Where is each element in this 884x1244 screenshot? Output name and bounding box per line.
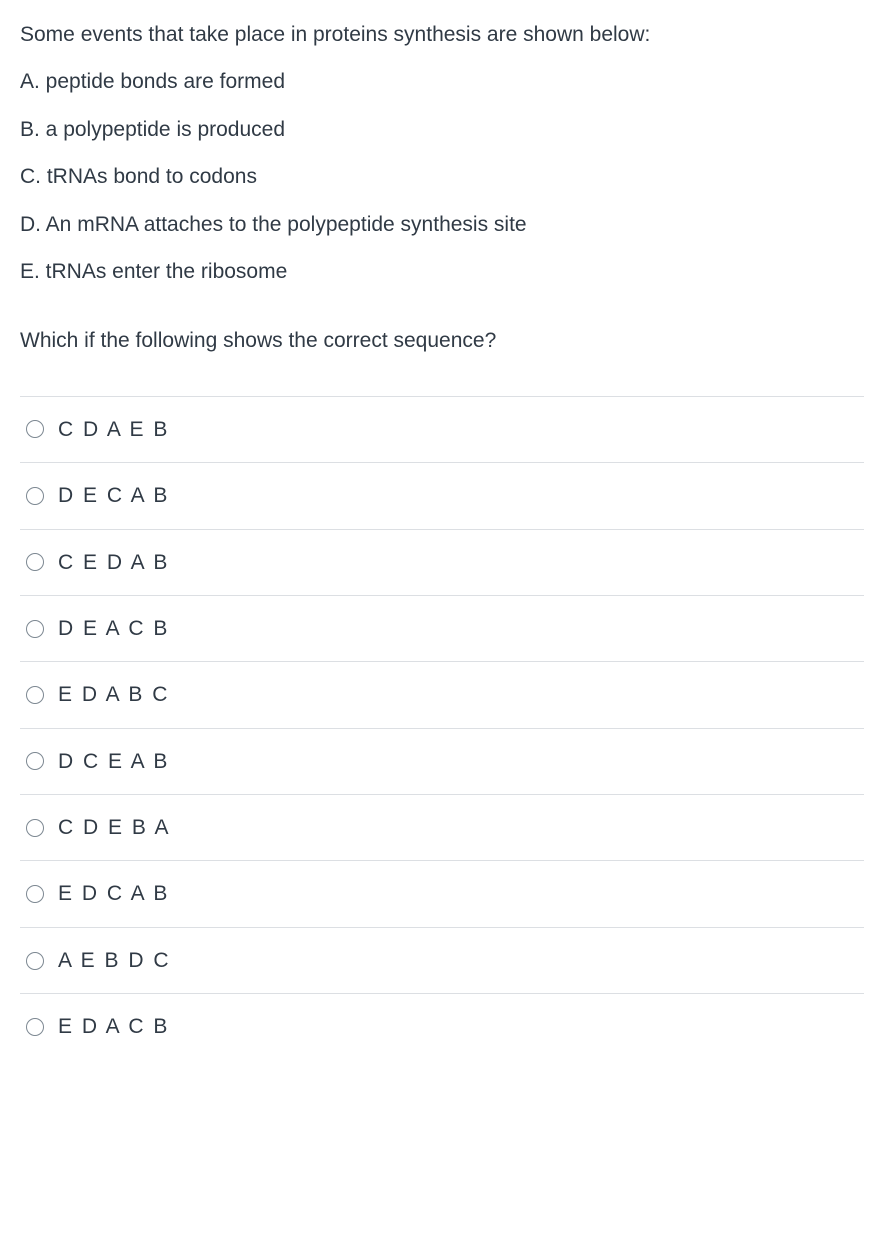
option-label: C D E B A bbox=[58, 813, 171, 842]
event-item: C. tRNAs bond to codons bbox=[20, 162, 864, 191]
question-stem: Some events that take place in proteins … bbox=[20, 20, 864, 49]
radio-icon[interactable] bbox=[26, 553, 44, 571]
option-label: E D C A B bbox=[58, 879, 169, 908]
event-list: A. peptide bonds are formed B. a polypep… bbox=[20, 67, 864, 286]
event-item: D. An mRNA attaches to the polypeptide s… bbox=[20, 210, 864, 239]
option-label: D E C A B bbox=[58, 481, 169, 510]
option-label: A E B D C bbox=[58, 946, 171, 975]
radio-icon[interactable] bbox=[26, 620, 44, 638]
question-prompt: Which if the following shows the correct… bbox=[20, 326, 864, 355]
event-item: E. tRNAs enter the ribosome bbox=[20, 257, 864, 286]
answer-option[interactable]: D E A C B bbox=[20, 596, 864, 662]
answer-option[interactable]: E D A B C bbox=[20, 662, 864, 728]
answer-options: C D A E B D E C A B C E D A B D E A C B … bbox=[20, 396, 864, 1060]
answer-option[interactable]: C E D A B bbox=[20, 530, 864, 596]
radio-icon[interactable] bbox=[26, 752, 44, 770]
answer-option[interactable]: D C E A B bbox=[20, 729, 864, 795]
answer-option[interactable]: E D C A B bbox=[20, 861, 864, 927]
option-label: E D A B C bbox=[58, 680, 169, 709]
radio-icon[interactable] bbox=[26, 487, 44, 505]
option-label: C D A E B bbox=[58, 415, 169, 444]
option-label: D C E A B bbox=[58, 747, 169, 776]
radio-icon[interactable] bbox=[26, 885, 44, 903]
answer-option[interactable]: C D A E B bbox=[20, 397, 864, 463]
radio-icon[interactable] bbox=[26, 1018, 44, 1036]
answer-option[interactable]: C D E B A bbox=[20, 795, 864, 861]
event-item: B. a polypeptide is produced bbox=[20, 115, 864, 144]
option-label: E D A C B bbox=[58, 1012, 169, 1041]
event-item: A. peptide bonds are formed bbox=[20, 67, 864, 96]
option-label: D E A C B bbox=[58, 614, 169, 643]
radio-icon[interactable] bbox=[26, 686, 44, 704]
radio-icon[interactable] bbox=[26, 420, 44, 438]
option-label: C E D A B bbox=[58, 548, 169, 577]
question-block: Some events that take place in proteins … bbox=[20, 20, 864, 1060]
answer-option[interactable]: A E B D C bbox=[20, 928, 864, 994]
radio-icon[interactable] bbox=[26, 952, 44, 970]
answer-option[interactable]: D E C A B bbox=[20, 463, 864, 529]
answer-option[interactable]: E D A C B bbox=[20, 994, 864, 1059]
radio-icon[interactable] bbox=[26, 819, 44, 837]
